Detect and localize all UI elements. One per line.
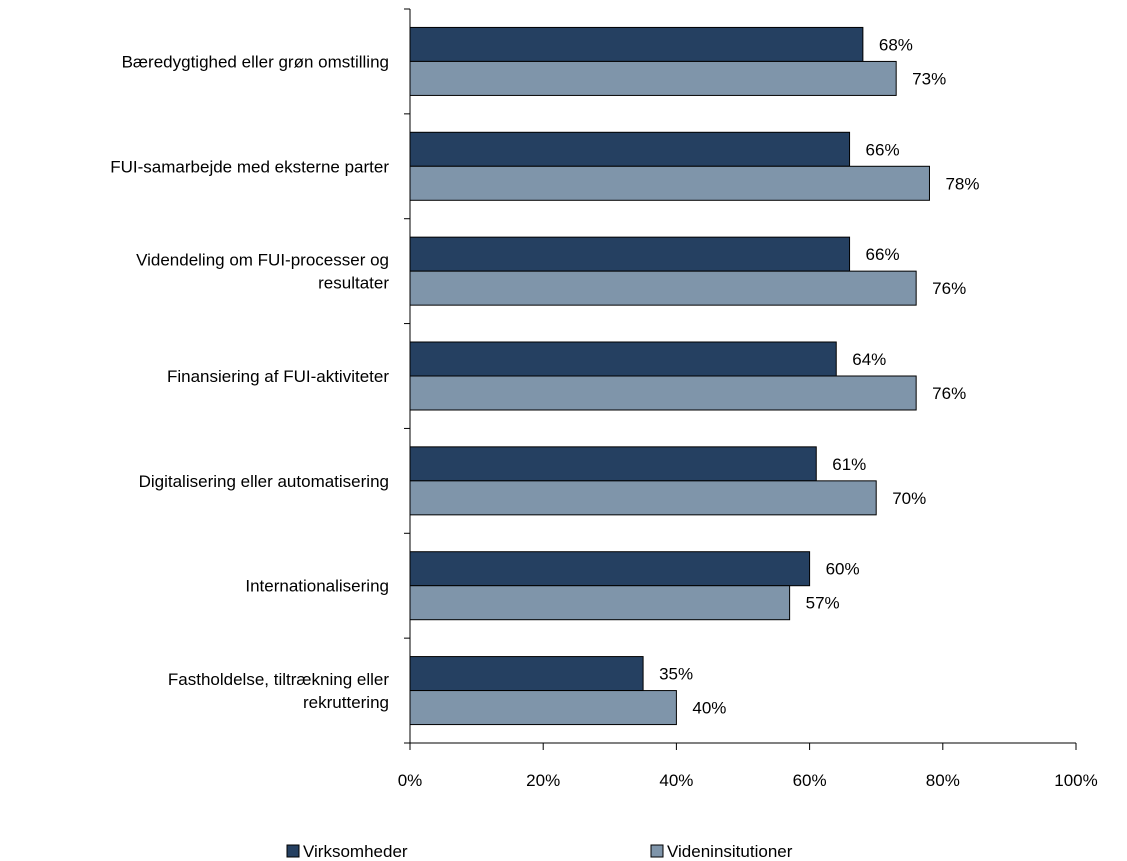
axes-layer: Bæredygtighed eller grøn omstilling FUI-s… bbox=[110, 8, 1098, 790]
category-label: Fastholdelse, tiltrækning eller bbox=[168, 670, 389, 689]
legend-swatch bbox=[650, 844, 664, 858]
x-tick-label: 40% bbox=[659, 771, 693, 790]
data-label: 60% bbox=[826, 560, 860, 579]
category-label: Finansiering af FUI-aktiviteter bbox=[167, 367, 389, 386]
data-label: 68% bbox=[879, 35, 913, 54]
bar-virksomheder-3 bbox=[409, 341, 837, 377]
data-label: 73% bbox=[912, 69, 946, 88]
legend-label: Videninsitutioner bbox=[667, 842, 793, 861]
category-label: resultater bbox=[318, 274, 389, 293]
bar-virksomheder-6 bbox=[409, 656, 644, 692]
bar-virksomheder-1 bbox=[409, 131, 851, 167]
category-label: Digitalisering eller automatisering bbox=[139, 472, 389, 491]
bar-videninsitutioner-1 bbox=[409, 165, 930, 201]
data-label: 40% bbox=[692, 699, 726, 718]
x-tick-label: 80% bbox=[926, 771, 960, 790]
data-label: 78% bbox=[945, 174, 979, 193]
data-label: 66% bbox=[866, 245, 900, 264]
bar-videninsitutioner-4 bbox=[409, 480, 877, 516]
x-tick-label: 20% bbox=[526, 771, 560, 790]
category-label: FUI-samarbejde med eksterne parter bbox=[110, 157, 389, 176]
legend: Virksomheder Videninsitutioner bbox=[286, 842, 793, 861]
bar-videninsitutioner-5 bbox=[409, 585, 791, 621]
bar-virksomheder-5 bbox=[409, 551, 811, 587]
bar-videninsitutioner-3 bbox=[409, 375, 917, 411]
x-tick-label: 100% bbox=[1054, 771, 1097, 790]
data-label: 61% bbox=[832, 455, 866, 474]
category-label: Internationalisering bbox=[245, 577, 389, 596]
data-label: 76% bbox=[932, 384, 966, 403]
data-label: 57% bbox=[806, 594, 840, 613]
category-label: Bæredygtighed eller grøn omstilling bbox=[122, 52, 389, 71]
category-label: Videndeling om FUI-processer og bbox=[136, 251, 389, 270]
bar-videninsitutioner-6 bbox=[409, 690, 677, 726]
x-tick-label: 0% bbox=[398, 771, 423, 790]
category-label: rekruttering bbox=[303, 693, 389, 712]
bar-videninsitutioner-2 bbox=[409, 270, 917, 306]
bar-virksomheder-4 bbox=[409, 446, 817, 482]
bar-virksomheder-2 bbox=[409, 236, 851, 272]
data-label: 76% bbox=[932, 279, 966, 298]
bar-virksomheder-0 bbox=[409, 26, 864, 62]
x-tick-label: 60% bbox=[793, 771, 827, 790]
legend-label: Virksomheder bbox=[303, 842, 408, 861]
data-label: 70% bbox=[892, 489, 926, 508]
legend-swatch bbox=[286, 844, 300, 858]
data-label: 66% bbox=[866, 140, 900, 159]
bars-layer: 68% 73% 66% 78% 66% 76% 64% 76% 61% 70% 60% 57% 35% 4… bbox=[409, 26, 980, 726]
data-label: 64% bbox=[852, 350, 886, 369]
data-label: 35% bbox=[659, 665, 693, 684]
bar-videninsitutioner-0 bbox=[409, 60, 897, 96]
